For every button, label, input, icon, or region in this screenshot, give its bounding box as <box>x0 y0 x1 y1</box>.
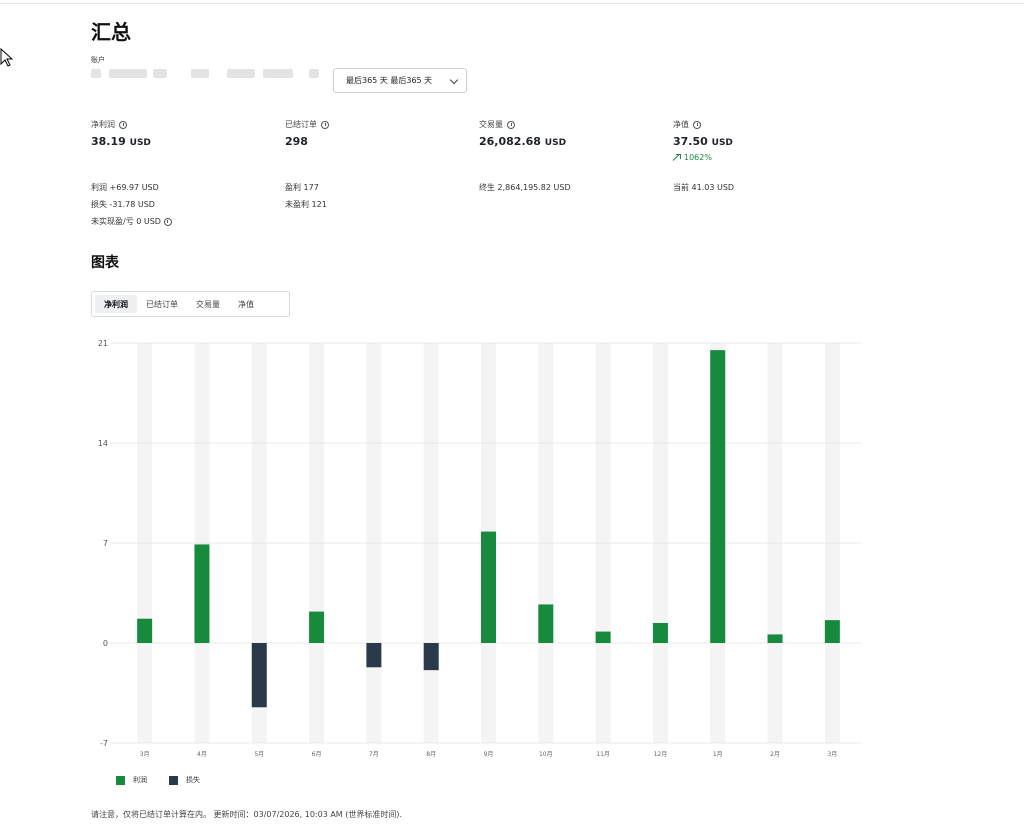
x-tick-label: 8月 <box>426 751 436 758</box>
detail-profit: 利润 +69.97 USD <box>91 183 159 192</box>
info-icon[interactable] <box>507 120 515 129</box>
tab-closed-orders[interactable]: 已结订单 <box>146 299 178 309</box>
profit-bar[interactable] <box>538 604 554 643</box>
profit-bar[interactable] <box>824 620 840 643</box>
mouse-cursor-icon <box>0 48 14 67</box>
account-label: 账户 <box>91 56 105 64</box>
tab-volume[interactable]: 交易量 <box>196 299 220 309</box>
charts-section-title: 图表 <box>91 255 119 271</box>
period-select-value: 最后365 天 最后365 天 <box>346 76 433 85</box>
legend-swatch-profit <box>116 775 125 785</box>
net-profit-bar-chart: 21 14 7 0 -7 3月 4月 5月 6月 7月 8月 9月 10月 11月 12月 1月 2月 3月 <box>98 339 861 758</box>
loss-bar[interactable] <box>251 643 267 708</box>
stat-value: 38.19 <box>91 135 126 148</box>
y-tick-label: 21 <box>98 339 108 348</box>
loss-bar[interactable] <box>423 643 439 671</box>
stat-label: 净利润 <box>91 120 115 129</box>
stat-net-profit: 净利润 38.19 USD <box>91 119 151 148</box>
profit-bar[interactable] <box>309 611 325 643</box>
info-icon[interactable] <box>693 120 701 129</box>
stat-unit: USD <box>711 138 733 148</box>
stat-value: 37.50 <box>673 135 708 148</box>
y-tick-label: 7 <box>103 539 108 548</box>
x-tick-label: 5月 <box>254 751 264 758</box>
stat-label: 交易量 <box>479 120 503 129</box>
tab-net-profit[interactable]: 净利润 <box>95 295 137 313</box>
legend-swatch-loss <box>169 775 178 785</box>
legend-item-loss[interactable]: 损失 <box>169 775 200 785</box>
period-select[interactable]: 最后365 天 最后365 天 <box>333 68 467 93</box>
x-tick-label: 12月 <box>654 751 668 758</box>
stat-label: 净值 <box>673 120 689 129</box>
loss-bar[interactable] <box>366 643 382 668</box>
y-tick-label: 0 <box>103 639 108 648</box>
profit-bar[interactable] <box>137 618 153 643</box>
chart-tabs: 净利润 已结订单 交易量 净值 <box>91 291 290 317</box>
x-tick-label: 1月 <box>713 751 723 758</box>
stat-equity: 净值 37.50 USD 1062% <box>673 119 733 162</box>
x-tick-label: 2月 <box>770 751 780 758</box>
x-tick-label: 10月 <box>539 751 553 758</box>
stat-unit: USD <box>544 138 567 148</box>
stat-volume: 交易量 26,082.68 USD <box>479 119 566 148</box>
info-icon[interactable] <box>163 217 172 226</box>
footnote: 请注意，仅将已结订单计算在内。 更新时间：03/07/2026, 10:03 A… <box>91 810 403 819</box>
page-title: 汇总 <box>91 20 131 44</box>
profit-bar[interactable] <box>767 634 783 643</box>
top-divider <box>0 0 1024 4</box>
growth-percent: 1062% <box>684 153 712 162</box>
detail-loss: 损失 -31.78 USD <box>91 200 155 209</box>
info-icon[interactable] <box>119 120 127 129</box>
legend-label: 损失 <box>186 776 200 784</box>
x-tick-label: 3月 <box>827 751 837 758</box>
profit-bar[interactable] <box>710 350 726 643</box>
info-icon[interactable] <box>321 120 329 129</box>
detail-current: 当前 41.03 USD <box>673 183 735 192</box>
account-selector-blurred[interactable] <box>91 66 321 82</box>
legend-label: 利润 <box>133 776 147 784</box>
tab-equity[interactable]: 净值 <box>238 299 254 309</box>
stat-value: 298 <box>285 135 308 148</box>
y-tick-label: 14 <box>98 439 108 448</box>
profit-bar[interactable] <box>481 531 496 643</box>
detail-unprofitable: 未盈利 121 <box>285 200 327 209</box>
profit-bar[interactable] <box>595 631 611 643</box>
trend-up-icon <box>673 153 681 162</box>
detail-unrealized-text: 未实现盈/亏 0 USD <box>91 217 161 226</box>
x-tick-label: 7月 <box>369 751 379 758</box>
detail-unrealized: 未实现盈/亏 0 USD <box>91 216 172 227</box>
detail-profitable: 盈利 177 <box>285 183 319 192</box>
x-tick-label: 9月 <box>484 751 494 758</box>
stat-unit: USD <box>129 138 151 148</box>
x-tick-label: 11月 <box>596 751 610 758</box>
x-tick-label: 3月 <box>140 751 150 758</box>
chart-legend: 利润 损失 <box>116 775 200 785</box>
legend-item-profit[interactable]: 利润 <box>116 775 147 785</box>
stat-value: 26,082.68 <box>479 135 541 148</box>
detail-lifetime: 终生 2,864,195.82 USD <box>479 183 571 192</box>
x-tick-label: 6月 <box>312 751 322 758</box>
profit-bar[interactable] <box>194 544 210 643</box>
chevron-down-icon <box>449 75 459 85</box>
stat-label: 已结订单 <box>285 120 317 129</box>
stat-closed-orders: 已结订单 298 <box>285 119 329 148</box>
x-tick-label: 4月 <box>197 751 207 758</box>
y-tick-label: -7 <box>100 739 108 748</box>
profit-bar[interactable] <box>652 623 668 643</box>
